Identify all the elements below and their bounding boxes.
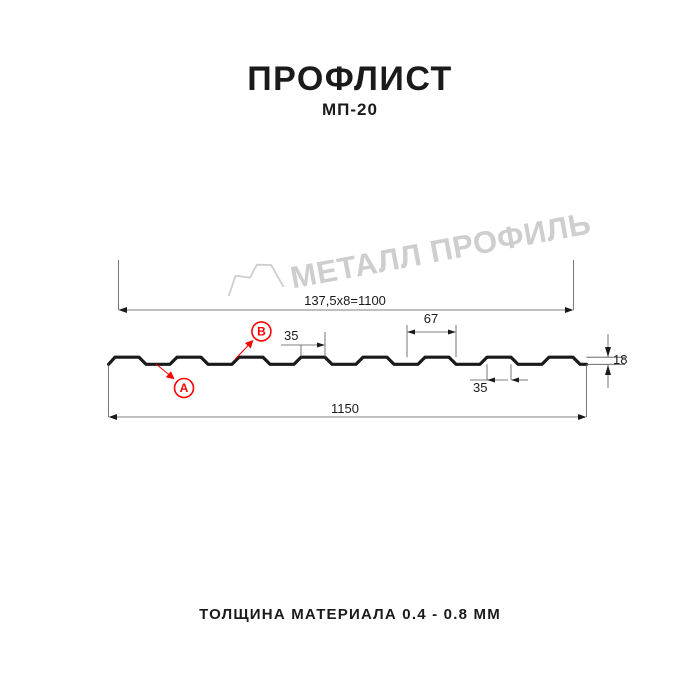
svg-text:1150: 1150 xyxy=(331,401,359,416)
svg-text:18: 18 xyxy=(613,352,627,367)
svg-text:B: B xyxy=(257,324,266,338)
svg-text:67: 67 xyxy=(424,311,438,326)
svg-text:137,5x8=1100: 137,5x8=1100 xyxy=(304,293,386,308)
svg-text:A: A xyxy=(180,381,189,395)
svg-text:35: 35 xyxy=(473,380,487,395)
svg-text:35: 35 xyxy=(284,328,298,343)
